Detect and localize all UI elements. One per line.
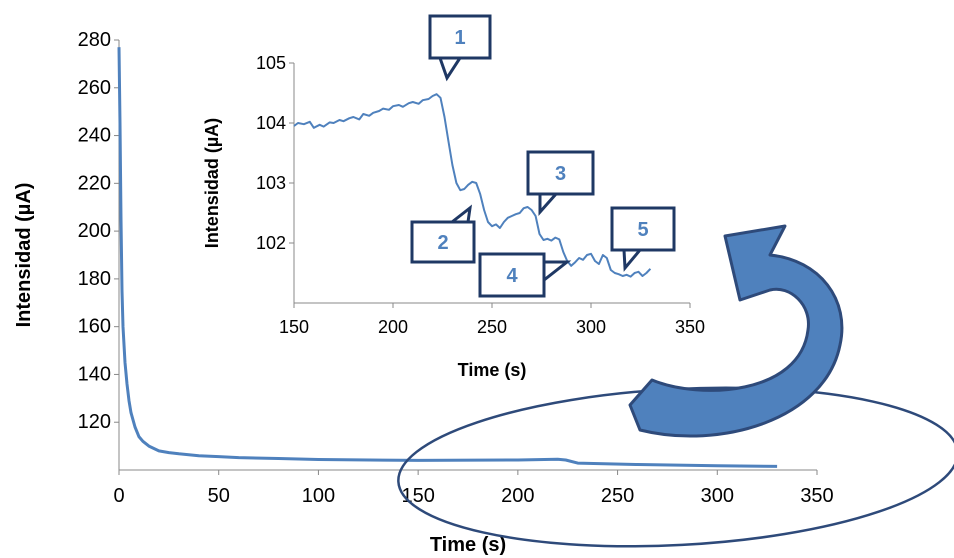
x-tick-label: 300 xyxy=(701,485,734,507)
y-axis-title: Intensidad (µA) xyxy=(13,183,35,328)
callout-pointer xyxy=(622,248,644,272)
y-tick-label: 200 xyxy=(78,220,111,242)
callout-2: 2 xyxy=(410,204,476,264)
callout-box xyxy=(410,220,476,264)
inset-chart: 102 103 104 105 150 200 250 300 350 Time (s) Inten… xyxy=(202,53,705,380)
x-axis-title: Time (s) xyxy=(430,534,506,556)
y-tick-label: 240 xyxy=(78,125,111,147)
callout-label: 2 xyxy=(437,232,448,254)
x-tick-label: 200 xyxy=(378,317,408,337)
callout-label: 1 xyxy=(454,27,465,49)
y-tick-label: 280 xyxy=(78,29,111,51)
callout-label: 4 xyxy=(506,265,518,287)
callout-1: 1 xyxy=(428,14,492,82)
x-tick-label: 200 xyxy=(501,485,534,507)
y-tick-label: 140 xyxy=(78,363,111,385)
x-tick-label: 350 xyxy=(800,485,833,507)
x-tick-label: 100 xyxy=(302,485,335,507)
x-tick-label: 50 xyxy=(208,485,230,507)
y-tick-label: 105 xyxy=(256,53,286,73)
callout-3: 3 xyxy=(526,150,595,216)
callout-4: 4 xyxy=(478,252,572,298)
callout-box xyxy=(526,150,595,196)
y-tick-label: 260 xyxy=(78,77,111,99)
y-tick-label: 160 xyxy=(78,316,111,338)
x-tick-label: 250 xyxy=(477,317,507,337)
x-tick-label: 0 xyxy=(113,485,124,507)
y-tick-label: 120 xyxy=(78,411,111,433)
y-tick-label: 220 xyxy=(78,172,111,194)
callout-pointer xyxy=(437,56,463,82)
main-chart: 120 140 160 180 200 220 240 260 280 0 50 100 150 200 2… xyxy=(13,29,834,556)
callout-pointer xyxy=(447,204,473,224)
callout-label: 5 xyxy=(637,219,648,241)
curved-arrow-icon xyxy=(628,224,844,438)
callout-box xyxy=(478,252,546,298)
y-tick-label: 104 xyxy=(256,113,286,133)
callout-pointer xyxy=(538,192,560,216)
y-axis-title: Intensidad (µA) xyxy=(202,118,222,248)
x-tick-label: 150 xyxy=(401,485,434,507)
x-tick-label: 150 xyxy=(279,317,309,337)
callout-box xyxy=(610,206,676,252)
callout-label: 3 xyxy=(555,163,566,185)
x-tick-label: 250 xyxy=(601,485,634,507)
y-tick-label: 103 xyxy=(256,173,286,193)
x-tick-label: 300 xyxy=(576,317,606,337)
y-tick-label: 102 xyxy=(256,233,286,253)
callout-5: 5 xyxy=(610,206,676,272)
callout-pointer xyxy=(542,260,572,284)
x-axis-title: Time (s) xyxy=(458,360,527,380)
x-tick-label: 350 xyxy=(675,317,705,337)
series-line xyxy=(293,93,652,278)
series-line xyxy=(117,47,778,468)
y-tick-label: 180 xyxy=(78,268,111,290)
